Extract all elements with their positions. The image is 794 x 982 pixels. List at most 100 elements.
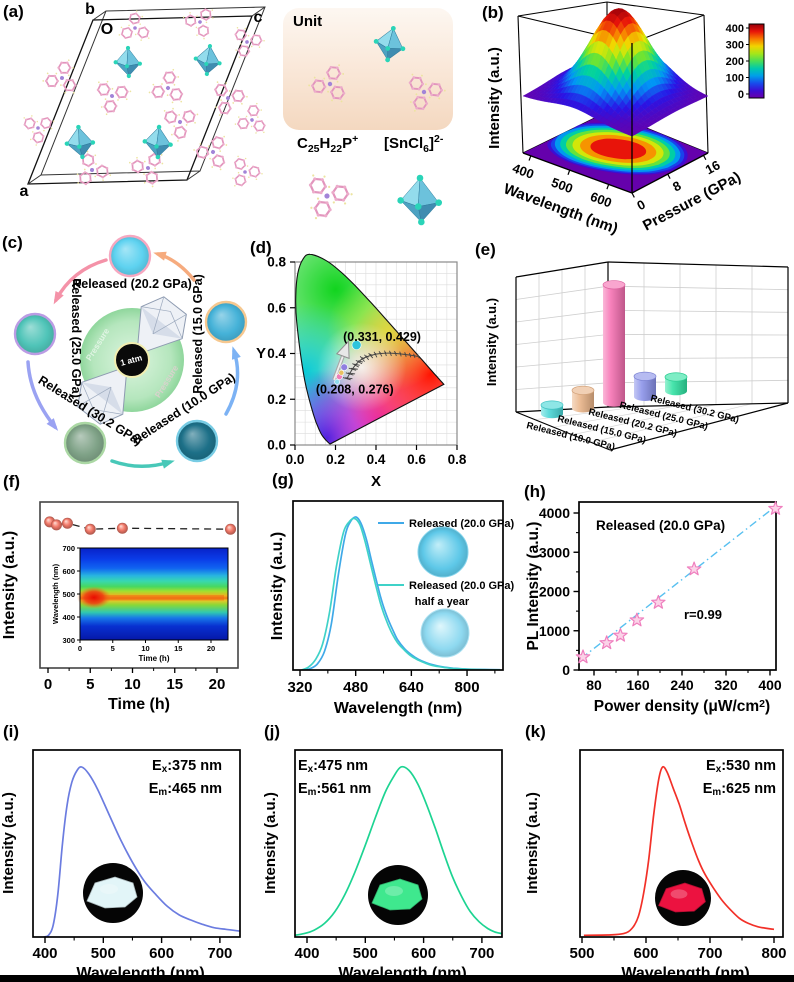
svg-text:PL Intensity (a.u.): PL Intensity (a.u.) <box>525 522 542 651</box>
svg-text:c: c <box>254 9 263 26</box>
svg-text:240: 240 <box>670 677 694 693</box>
svg-text:800: 800 <box>761 945 786 962</box>
svg-text:600: 600 <box>149 945 174 962</box>
svg-text:600: 600 <box>633 945 658 962</box>
panel-d-cie-chart: (0.331, 0.429) (0.208, 0.276) 0.0 0.2 0.4 0.6… <box>256 253 467 490</box>
svg-text:15: 15 <box>174 644 182 653</box>
svg-text:20: 20 <box>209 676 226 693</box>
svg-text:400: 400 <box>62 613 75 622</box>
panel-f: (f) 0 5 10 15 20 Time (h) Intensity (a.u.) 700 6… <box>0 468 270 720</box>
svg-text:0.4: 0.4 <box>267 346 286 361</box>
panel-i: (i) 400 500 600 700 Wavelength (nm) Intensity… <box>0 718 262 982</box>
svg-text:0.0: 0.0 <box>267 438 286 453</box>
svg-text:700: 700 <box>62 544 75 553</box>
svg-text:0.6: 0.6 <box>407 452 426 467</box>
panel-d-label: (d) <box>250 238 272 257</box>
svg-text:Wavelength (nm): Wavelength (nm) <box>334 700 462 717</box>
panel-b: (b) 400 500 600 Wavelength (nm) 0 8 16 Pressure… <box>455 0 794 238</box>
svg-text:80: 80 <box>586 677 602 693</box>
svg-text:Released (20.0 GPa): Released (20.0 GPa) <box>409 518 515 530</box>
page-divider-bar <box>0 975 794 982</box>
svg-text:300: 300 <box>62 636 75 645</box>
panel-a-label: (a) <box>3 2 24 21</box>
svg-text:Intensity (a.u.): Intensity (a.u.) <box>486 47 503 149</box>
panel-j: (j) 400 500 600 700 Wavelength (nm) Intensity… <box>262 718 524 982</box>
svg-text:Intensity (a.u.): Intensity (a.u.) <box>1 531 18 639</box>
svg-text:Intensity (a.u.): Intensity (a.u.) <box>0 792 17 894</box>
svg-text:0.8: 0.8 <box>448 452 467 467</box>
panel-j-label: (j) <box>264 722 281 741</box>
svg-text:Time (h): Time (h) <box>108 696 170 713</box>
svg-text:500: 500 <box>569 945 594 962</box>
svg-text:700: 700 <box>469 945 494 962</box>
svg-text:r=0.99: r=0.99 <box>684 607 722 622</box>
svg-text:Intensity (a.u.): Intensity (a.u.) <box>484 298 499 386</box>
svg-text:320: 320 <box>287 679 312 696</box>
svg-text:Released (20.0 GPa): Released (20.0 GPa) <box>596 518 725 533</box>
svg-text:2000: 2000 <box>539 584 570 600</box>
svg-text:1000: 1000 <box>539 623 570 639</box>
svg-text:half a year: half a year <box>415 596 470 608</box>
svg-text:Ex:475 nm: Ex:475 nm <box>298 758 368 775</box>
svg-text:500: 500 <box>62 590 75 599</box>
svg-text:Em:465 nm: Em:465 nm <box>149 781 222 798</box>
panel-e-bar3d-chart: Released (10.0 GPa)Released (15.0 GPa)Re… <box>484 261 789 453</box>
svg-text:700: 700 <box>697 945 722 962</box>
svg-text:0.6: 0.6 <box>267 300 286 315</box>
svg-text:500: 500 <box>549 175 575 197</box>
svg-text:Released (15.0 GPa): Released (15.0 GPa) <box>191 274 205 394</box>
svg-text:500: 500 <box>91 945 116 962</box>
svg-text:10: 10 <box>141 644 149 653</box>
svg-text:Time (h): Time (h) <box>139 654 170 663</box>
svg-text:b: b <box>85 1 95 18</box>
panel-g-spectra-chart: 320 480 640 800 Wavelength (nm) Intensity (a.… <box>269 500 515 717</box>
svg-text:0: 0 <box>738 89 744 101</box>
svg-text:0: 0 <box>562 662 570 678</box>
panel-b-label: (b) <box>482 3 504 22</box>
svg-text:3000: 3000 <box>539 544 570 560</box>
svg-text:Power density (μW/cm2): Power density (μW/cm2) <box>594 698 770 715</box>
panel-f-label: (f) <box>3 472 20 491</box>
svg-text:0.8: 0.8 <box>267 255 286 270</box>
svg-text:0.2: 0.2 <box>326 452 345 467</box>
svg-text:600: 600 <box>588 189 614 211</box>
svg-text:10: 10 <box>124 676 141 693</box>
svg-text:a: a <box>20 183 29 200</box>
svg-text:700: 700 <box>207 945 232 962</box>
panel-c-label: (c) <box>2 233 23 252</box>
cation-formula: C25H22P+ <box>297 133 359 155</box>
svg-text:16: 16 <box>703 157 723 177</box>
panel-g: (g) 320 480 640 800 Wavelength (nm) Intensity… <box>269 468 525 720</box>
panel-i-label: (i) <box>3 722 20 741</box>
panel-e-label: (e) <box>475 240 496 259</box>
svg-text:8: 8 <box>670 178 683 195</box>
panel-e: (e) Released (10.0 GPa) Released (15.0 GP… <box>470 230 794 478</box>
svg-text:Wavelength (nm): Wavelength (nm) <box>51 563 60 624</box>
panel-c: (c) Pressure Pressure 1 atm Released (20.2 … <box>0 230 248 478</box>
svg-text:600: 600 <box>411 945 436 962</box>
svg-text:Ex:375 nm: Ex:375 nm <box>152 758 222 775</box>
panel-d: (d) (0.331, 0.429) (0.208, 0.276) 0.0 0.2 0.… <box>245 230 480 492</box>
svg-text:Intensity (a.u.): Intensity (a.u.) <box>524 792 541 894</box>
svg-text:Unit: Unit <box>293 13 322 30</box>
svg-text:O: O <box>101 21 113 38</box>
svg-text:Intensity (a.u.): Intensity (a.u.) <box>262 792 279 894</box>
svg-text:640: 640 <box>399 679 424 696</box>
svg-text:Em:561 nm: Em:561 nm <box>298 781 371 798</box>
svg-text:600: 600 <box>62 567 75 576</box>
anion-formula: [SnCl6]2- <box>384 133 444 155</box>
svg-text:5: 5 <box>86 676 94 693</box>
svg-text:(0.331, 0.429): (0.331, 0.429) <box>343 330 421 344</box>
svg-text:4000: 4000 <box>539 505 570 521</box>
svg-text:480: 480 <box>343 679 368 696</box>
svg-text:(0.208, 0.276): (0.208, 0.276) <box>316 383 394 397</box>
svg-text:Ex:530 nm: Ex:530 nm <box>706 758 776 775</box>
svg-text:Released (20.0 GPa): Released (20.0 GPa) <box>409 580 515 592</box>
svg-text:400: 400 <box>510 160 536 182</box>
svg-text:5: 5 <box>111 644 115 653</box>
